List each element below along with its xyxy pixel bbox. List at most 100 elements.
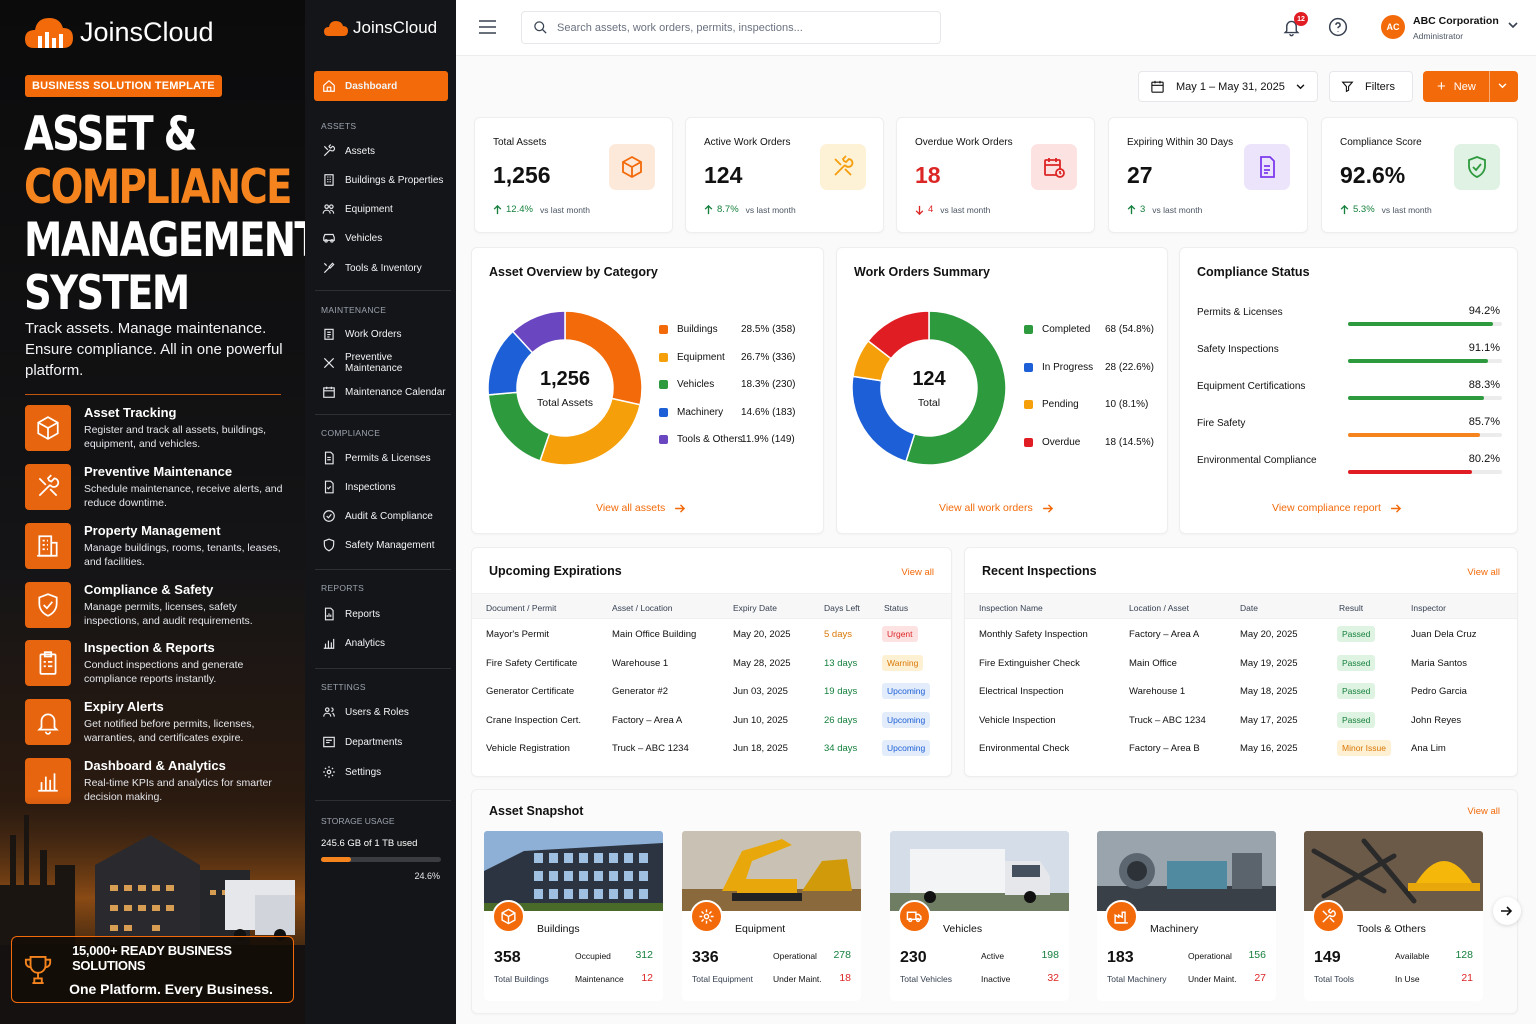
sidebar-item-reports[interactable]: Reports xyxy=(314,599,448,629)
sidebar-brand[interactable]: JoinsCloud xyxy=(323,18,437,38)
snapshot-stat-value: 312 xyxy=(635,949,653,961)
sidebar-item-permits[interactable]: Permits & Licenses xyxy=(314,443,448,473)
snapshot-stat-value: 156 xyxy=(1248,949,1266,961)
bell-icon[interactable] xyxy=(1282,17,1301,37)
sidebar-item-label: Analytics xyxy=(345,637,386,649)
sidebar-item-label: Assets xyxy=(345,145,376,157)
snapshot-item[interactable]: Machinery 183 Total Machinery Operational 15… xyxy=(1097,831,1276,1001)
chevron-down-icon[interactable] xyxy=(1508,22,1518,29)
table-row[interactable]: Monthly Safety Inspection Factory – Area … xyxy=(965,619,1517,647)
table-cell: Factory – Area A xyxy=(1129,629,1200,640)
compliance-item-bar xyxy=(1348,433,1502,437)
org-name[interactable]: ABC Corporation xyxy=(1413,15,1499,27)
chevron-down-icon[interactable] xyxy=(1498,83,1507,89)
table-row[interactable]: Vehicle Registration Truck – ABC 1234 Jun … xyxy=(472,733,951,761)
kpi-expiring-30-days[interactable]: Expiring Within 30 Days 27 3 vs last mont… xyxy=(1108,117,1308,233)
asset-legend-item: Buildings xyxy=(659,324,718,335)
sidebar-item-preventive[interactable]: Preventive Maintenance xyxy=(314,348,448,378)
sidebar-item-tools[interactable]: Tools & Inventory xyxy=(314,253,448,283)
asset-slice[interactable] xyxy=(511,310,566,354)
kpi-total-assets[interactable]: Total Assets 1,256 12.4% vs last month xyxy=(474,117,673,233)
feature-title: Preventive Maintenance xyxy=(84,464,233,479)
view-all-link[interactable]: View all xyxy=(1467,806,1500,817)
snapshot-item[interactable]: Buildings 358 Total Buildings Occupied 312 Ma… xyxy=(484,831,663,1001)
sidebar-item-assets[interactable]: Assets xyxy=(314,136,448,166)
legend-swatch xyxy=(659,352,668,362)
hero-title: ASSET & COMPLIANCE MANAGEMENT SYSTEM xyxy=(24,108,305,320)
compliance-item-percent: 85.7% xyxy=(1468,416,1500,428)
arrow-right-icon xyxy=(1042,503,1053,513)
snapshot-name: Tools & Others xyxy=(1357,923,1426,935)
tools-icon xyxy=(323,357,335,369)
table-cell: May 28, 2025 xyxy=(733,657,791,669)
legend-value: 28 (22.6%) xyxy=(1105,361,1154,373)
sidebar: JoinsCloud Dashboard ASSETS Assets Build… xyxy=(305,0,456,1024)
snapshot-stat-value: 12 xyxy=(641,972,653,984)
table-row[interactable]: Fire Extinguisher Check Main Office May 19… xyxy=(965,648,1517,676)
table-row[interactable]: Generator Certificate Generator #2 Jun 03,… xyxy=(472,676,951,704)
view-all-link[interactable]: View all xyxy=(901,567,934,578)
snapshot-stat-label: In Use xyxy=(1395,974,1420,984)
view-compliance-report-link[interactable]: View compliance report xyxy=(1272,502,1402,514)
snapshot-item[interactable]: Equipment 336 Total Equipment Operational 27… xyxy=(682,831,861,1001)
sidebar-item-equipment[interactable]: Equipment xyxy=(314,194,448,224)
column-header: Result xyxy=(1339,603,1364,613)
kpi-overdue-work-orders[interactable]: Overdue Work Orders 18 4 vs last month xyxy=(896,117,1095,233)
table-cell: Jun 10, 2025 xyxy=(733,714,788,726)
sidebar-item-inspections[interactable]: Inspections xyxy=(314,472,448,502)
sidebar-item-calendar[interactable]: Maintenance Calendar xyxy=(314,377,448,407)
sidebar-item-audit[interactable]: Audit & Compliance xyxy=(314,501,448,531)
table-row[interactable]: Mayor's Permit Main Office Building May 20… xyxy=(472,619,951,647)
table-cell: Jun 03, 2025 xyxy=(733,686,788,698)
view-all-work-orders-link[interactable]: View all work orders xyxy=(939,502,1054,514)
sidebar-item-analytics[interactable]: Analytics xyxy=(314,628,448,658)
sidebar-item-buildings[interactable]: Buildings & Properties xyxy=(314,165,448,195)
brand-name: JoinsCloud xyxy=(353,18,438,37)
status-badge: Upcoming xyxy=(882,683,931,700)
filters-button[interactable]: Filters xyxy=(1329,71,1413,102)
avatar[interactable]: AC xyxy=(1381,15,1405,39)
sidebar-item-safety[interactable]: Safety Management xyxy=(314,530,448,560)
gear-icon xyxy=(690,900,723,933)
table-cell: Main Office Building xyxy=(612,629,697,640)
sidebar-item-vehicles[interactable]: Vehicles xyxy=(314,223,448,253)
kpi-value: 1,256 xyxy=(493,162,551,188)
table-row[interactable]: Vehicle Inspection Truck – ABC 1234 May 17… xyxy=(965,705,1517,733)
table-header: Inspection Name Location / Asset Date Resul… xyxy=(965,593,1517,619)
kpi-compliance-score[interactable]: Compliance Score 92.6% 5.3% vs last month xyxy=(1321,117,1518,233)
snapshot-item[interactable]: Vehicles 230 Total Vehicles Active 198 Inacti… xyxy=(890,831,1069,1001)
snapshot-image xyxy=(484,831,663,911)
date-range-picker[interactable]: May 1 – May 31, 2025 xyxy=(1138,71,1318,102)
work-order-slice[interactable] xyxy=(905,310,1007,466)
snapshot-total: 358 xyxy=(494,949,521,966)
sidebar-item-label: Users & Roles xyxy=(345,706,409,718)
snapshot-item[interactable]: Tools & Others 149 Total Tools Available 128… xyxy=(1304,831,1483,1001)
search-input[interactable] xyxy=(557,21,917,34)
inventory-icon xyxy=(323,262,335,274)
kpi-change: 5.3% vs last month xyxy=(1340,204,1432,215)
departments-icon xyxy=(323,736,335,748)
feature-preventive-maintenance: Preventive Maintenance Schedule maintenan… xyxy=(25,464,285,510)
table-row[interactable]: Crane Inspection Cert. Factory – Area A Ju… xyxy=(472,705,951,733)
work-order-slice[interactable] xyxy=(867,310,930,360)
snapshot-total: 230 xyxy=(900,949,927,966)
feature-title: Dashboard & Analytics xyxy=(84,758,226,773)
table-row[interactable]: Environmental Check Factory – Area B May 1… xyxy=(965,733,1517,761)
table-row[interactable]: Electrical Inspection Warehouse 1 May 18, … xyxy=(965,676,1517,704)
hamburger-menu-icon[interactable] xyxy=(479,20,496,34)
sidebar-item-settings[interactable]: Settings xyxy=(314,757,448,787)
card-title: Recent Inspections xyxy=(982,564,1097,578)
table-row[interactable]: Fire Safety Certificate Warehouse 1 May 28… xyxy=(472,648,951,676)
new-button[interactable]: + New xyxy=(1423,71,1518,102)
help-icon[interactable] xyxy=(1328,17,1348,37)
snapshot-next-button[interactable] xyxy=(1493,897,1521,925)
sidebar-item-dashboard[interactable]: Dashboard xyxy=(314,71,448,101)
link-label: View all work orders xyxy=(939,502,1033,514)
kpi-active-work-orders[interactable]: Active Work Orders 124 8.7% vs last month xyxy=(685,117,884,233)
sidebar-item-departments[interactable]: Departments xyxy=(314,727,448,757)
sidebar-item-work-orders[interactable]: Work Orders xyxy=(314,319,448,349)
view-all-assets-link[interactable]: View all assets xyxy=(596,502,686,514)
snapshot-name: Vehicles xyxy=(943,923,983,935)
view-all-link[interactable]: View all xyxy=(1467,567,1500,578)
sidebar-item-users[interactable]: Users & Roles xyxy=(314,697,448,727)
